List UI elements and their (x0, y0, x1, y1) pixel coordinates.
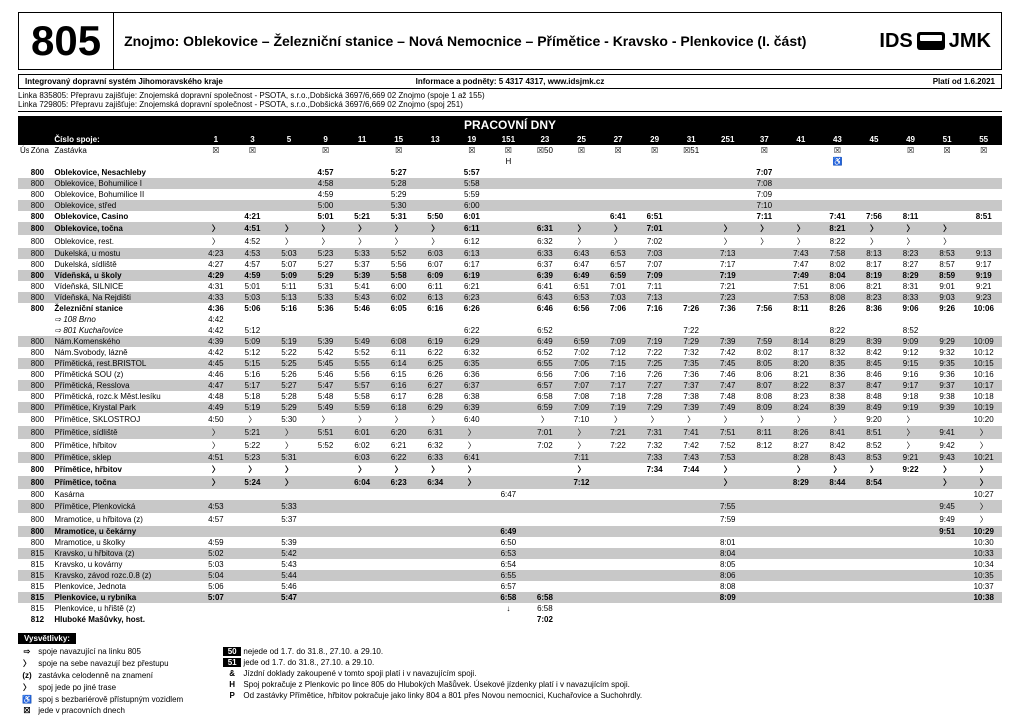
subheader-left: Integrovaný dopravní systém Jihomoravské… (19, 75, 346, 88)
legend-left: ⇨ spoje navazující na linku 805〉 spoje n… (18, 646, 183, 716)
logo: IDS JMK (869, 30, 1001, 53)
note-1: Linka 835805: Přepravu zajišťuje: Znojem… (18, 91, 1002, 100)
timetable: Číslo spoje:1359111513191512325272931251… (18, 134, 1002, 625)
note-2: Linka 729805: Přepravu zajišťuje: Znojem… (18, 100, 1002, 109)
header: 805 Znojmo: Oblekovice – Železniční stan… (18, 12, 1002, 70)
day-header: PRACOVNÍ DNY (18, 116, 1002, 134)
legend-title: Vysvětlivky: (18, 633, 76, 644)
subheader-center: Informace a podněty: 5 4317 4317, www.id… (346, 75, 673, 88)
subheader: Integrovaný dopravní systém Jihomoravské… (18, 74, 1002, 89)
route-name: Znojmo: Oblekovice – Železniční stanice … (114, 33, 869, 49)
logo-right: JMK (949, 30, 991, 53)
route-number: 805 (19, 13, 114, 69)
bus-icon (917, 32, 945, 50)
logo-left: IDS (879, 30, 912, 53)
operator-notes: Linka 835805: Přepravu zajišťuje: Znojem… (18, 89, 1002, 112)
legend-right: 50 nejede od 1.7. do 31.8., 27.10. a 29.… (223, 646, 642, 716)
legend: Vysvětlivky: ⇨ spoje navazující na linku… (18, 633, 1002, 716)
subheader-right: Platí od 1.6.2021 (674, 75, 1001, 88)
